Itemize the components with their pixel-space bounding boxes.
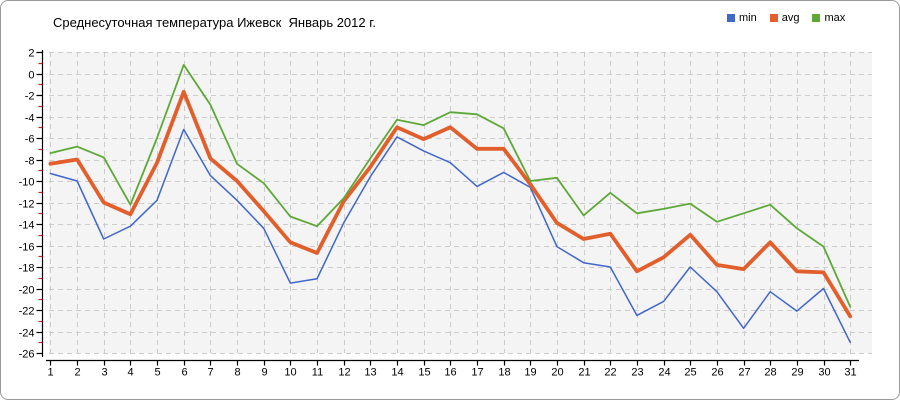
legend-swatch-max [812, 14, 821, 22]
svg-text:15: 15 [418, 367, 430, 379]
svg-text:3: 3 [101, 367, 107, 379]
svg-text:13: 13 [364, 367, 376, 379]
svg-text:-22: -22 [19, 306, 35, 318]
svg-text:-16: -16 [19, 242, 35, 254]
svg-text:-8: -8 [25, 156, 35, 168]
legend-label-avg: avg [781, 12, 800, 24]
svg-text:4: 4 [127, 367, 133, 379]
svg-text:16: 16 [444, 367, 456, 379]
svg-text:5: 5 [154, 367, 160, 379]
svg-text:21: 21 [578, 367, 590, 379]
legend-swatch-min [727, 14, 735, 22]
svg-text:22: 22 [604, 367, 616, 379]
svg-text:26: 26 [711, 367, 723, 379]
svg-text:30: 30 [818, 367, 830, 379]
legend-label-max: max [824, 12, 846, 24]
svg-text:7: 7 [207, 367, 213, 379]
svg-text:-20: -20 [19, 285, 35, 297]
svg-text:-18: -18 [19, 263, 35, 275]
svg-text:19: 19 [524, 367, 536, 379]
svg-text:24: 24 [658, 367, 670, 379]
svg-text:-24: -24 [19, 328, 35, 340]
svg-text:1: 1 [47, 367, 53, 379]
svg-text:-6: -6 [25, 134, 35, 146]
svg-text:-10: -10 [19, 177, 35, 189]
svg-text:-12: -12 [19, 199, 35, 211]
svg-text:11: 11 [312, 367, 323, 379]
legend-item-avg[interactable]: avg [769, 12, 800, 24]
svg-text:18: 18 [498, 367, 510, 379]
svg-text:17: 17 [471, 367, 483, 379]
svg-text:-14: -14 [19, 220, 35, 232]
svg-text:20: 20 [551, 367, 563, 379]
svg-text:27: 27 [738, 367, 750, 379]
svg-text:-4: -4 [25, 113, 35, 125]
svg-text:31: 31 [844, 367, 856, 379]
svg-text:12: 12 [338, 367, 350, 379]
svg-text:2: 2 [74, 367, 80, 379]
svg-text:10: 10 [284, 367, 296, 379]
svg-text:25: 25 [684, 367, 696, 379]
legend-swatch-avg [769, 14, 778, 22]
svg-text:-2: -2 [25, 91, 35, 103]
svg-text:2: 2 [28, 48, 34, 60]
svg-text:0: 0 [28, 70, 34, 82]
svg-text:9: 9 [261, 367, 267, 379]
legend-label-min: min [739, 12, 757, 24]
svg-text:28: 28 [764, 367, 776, 379]
legend-item-min[interactable]: min [727, 12, 757, 24]
svg-text:29: 29 [791, 367, 803, 379]
legend-item-max[interactable]: max [812, 12, 845, 24]
svg-text:-26: -26 [19, 349, 35, 361]
svg-text:8: 8 [234, 367, 240, 379]
svg-text:14: 14 [391, 367, 403, 379]
chart-legend: min avg max [727, 12, 845, 24]
svg-text:6: 6 [181, 367, 187, 379]
svg-text:23: 23 [631, 367, 643, 379]
chart-title: Среднесуточная температура Ижевск Январь… [53, 15, 377, 30]
